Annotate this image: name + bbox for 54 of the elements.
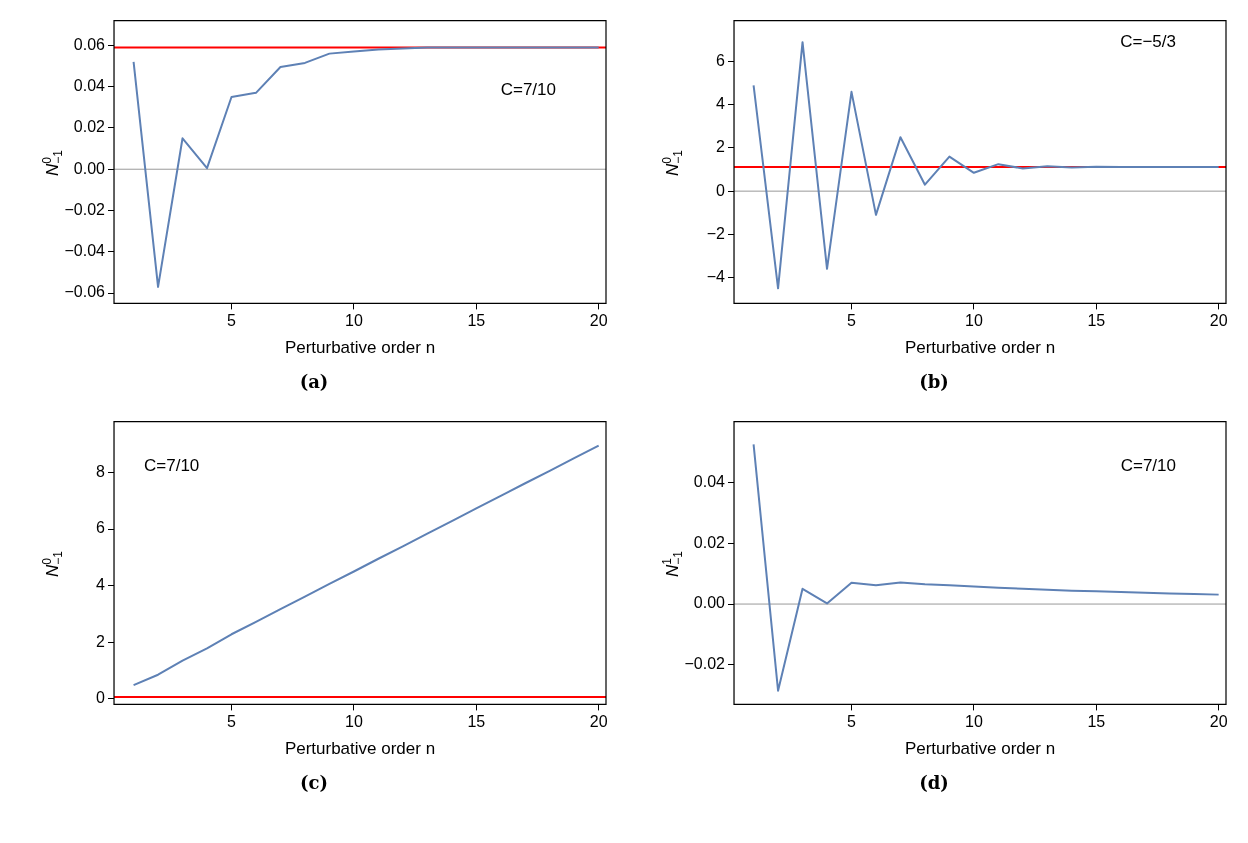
x-tick-label: 5 [847,713,857,731]
y-tick-label: −0.02 [684,655,726,673]
annotation: C=7/10 [144,456,200,476]
y-tick-label: 2 [96,632,106,650]
y-tick-label: −0.04 [64,242,106,260]
x-tick-label: 15 [1087,312,1106,330]
x-axis-title: Perturbative order n [284,338,436,358]
annotation: C=−5/3 [1120,32,1176,52]
y-axis-title: N0−1 [40,149,65,176]
y-tick-label: −0.02 [64,200,106,218]
y-tick-label: 2 [716,138,726,156]
y-tick-label: −2 [706,224,726,242]
y-tick-label: 0.02 [693,533,726,551]
x-tick-label: 15 [467,312,486,330]
y-tick-label: 0 [96,689,106,707]
x-tick-label: 10 [964,312,983,330]
y-tick-label: 4 [716,95,726,113]
y-tick-label: 6 [716,52,726,70]
x-tick-label: 15 [1087,713,1106,731]
x-tick-label: 10 [344,312,363,330]
x-tick-label: 5 [227,312,237,330]
y-tick-label: 0.00 [73,159,106,177]
y-tick-label: 4 [96,576,106,594]
text: (c) [299,772,329,793]
y-tick-label: 0.06 [73,35,106,53]
y-axis-title: N1−1 [660,550,685,577]
text: (b) [918,371,950,392]
y-tick-label: 0.04 [73,77,106,95]
x-tick-label: 20 [589,713,608,731]
y-tick-label: 8 [96,462,106,480]
annotation: C=7/10 [1120,456,1176,476]
y-tick-label: 0.02 [73,118,106,136]
x-tick-label: 10 [964,713,983,731]
text: (d) [918,772,950,793]
y-axis-title: N0−1 [40,550,65,577]
y-tick-label: 0 [716,181,726,199]
x-tick-label: 5 [227,713,237,731]
y-tick-label: 0.04 [693,472,726,490]
x-axis-title: Perturbative order n [284,739,436,759]
text: (a) [298,371,330,392]
x-tick-label: 5 [847,312,857,330]
y-tick-label: 6 [96,519,106,537]
x-axis-title: Perturbative order n [904,739,1056,759]
x-tick-label: 15 [467,713,486,731]
y-tick-label: −4 [706,267,726,285]
x-axis-title: Perturbative order n [904,338,1056,358]
x-tick-label: 20 [589,312,608,330]
y-tick-label: −0.06 [64,283,106,301]
y-axis-title: N0−1 [660,149,685,176]
y-tick-label: 0.00 [693,594,726,612]
x-tick-label: 20 [1209,713,1228,731]
x-tick-label: 20 [1209,312,1228,330]
x-tick-label: 10 [344,713,363,731]
annotation: C=7/10 [500,80,556,100]
